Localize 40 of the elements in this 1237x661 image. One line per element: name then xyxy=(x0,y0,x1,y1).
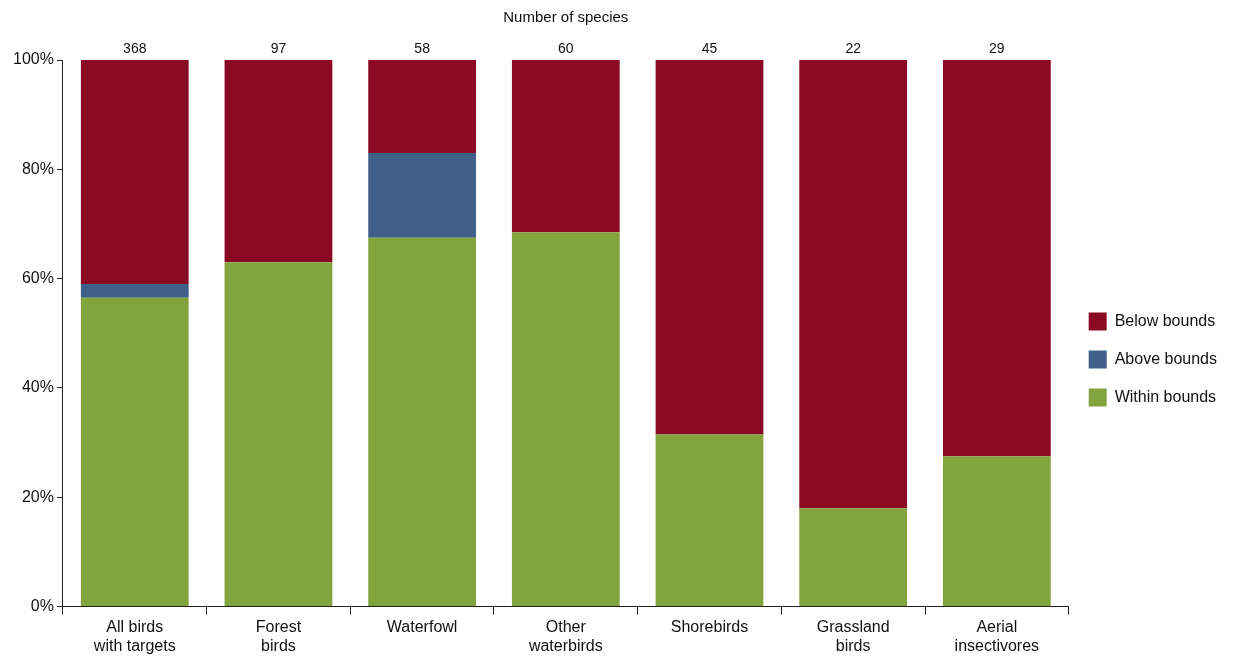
bar xyxy=(368,152,477,238)
bar xyxy=(224,262,333,607)
annotation: 58 xyxy=(414,39,431,56)
bar xyxy=(368,60,477,153)
bar xyxy=(368,237,477,607)
annotation: 60 xyxy=(558,39,574,56)
x-tick-label: All birds with targets xyxy=(92,617,176,654)
annotation: 45 xyxy=(701,39,718,56)
legend-label: Within bounds xyxy=(1114,387,1217,405)
bar xyxy=(799,508,908,607)
x-tick-label: Forest birds xyxy=(255,617,302,654)
x-tick-label: Shorebirds xyxy=(670,617,749,635)
bar xyxy=(942,60,1051,457)
y-tick-label: 60% xyxy=(21,269,54,287)
annotation: 22 xyxy=(845,39,862,56)
bar xyxy=(80,297,189,607)
legend-label: Below bounds xyxy=(1114,311,1216,329)
bar xyxy=(80,60,189,285)
legend-label: Above bounds xyxy=(1114,349,1218,367)
bar xyxy=(942,456,1051,607)
annotation: 97 xyxy=(270,39,287,56)
annotation: 29 xyxy=(989,39,1005,56)
text: Number of species xyxy=(503,7,629,25)
x-tick-label: Grassland birds xyxy=(816,617,890,654)
y-tick-label: 80% xyxy=(21,159,54,177)
bar xyxy=(799,60,908,509)
x-tick-label: Aerial insectivores xyxy=(954,617,1040,654)
y-tick-label: 20% xyxy=(21,487,54,505)
x-tick-label: Waterfowl xyxy=(386,617,458,635)
y-tick-label: 100% xyxy=(13,50,54,68)
y-tick-label: 0% xyxy=(30,597,54,615)
bar xyxy=(655,60,764,435)
x-tick-label: Other waterbirds xyxy=(527,617,603,654)
annotation: 368 xyxy=(123,39,147,56)
bar xyxy=(80,284,189,298)
bar xyxy=(511,60,620,233)
bar xyxy=(224,60,333,263)
bar xyxy=(655,434,764,607)
bar xyxy=(511,232,620,607)
y-tick-label: 40% xyxy=(21,378,54,396)
